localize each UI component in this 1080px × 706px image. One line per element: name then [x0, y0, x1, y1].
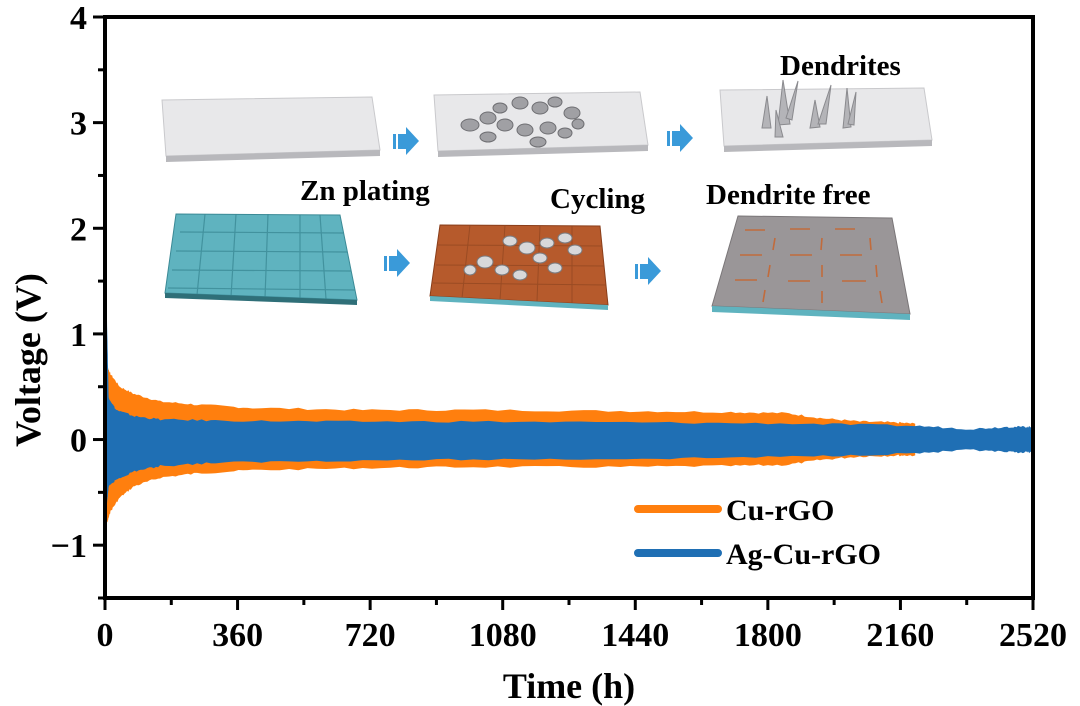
y-tick-label: 2 [70, 211, 87, 248]
x-tick-label: 1080 [469, 617, 537, 654]
y-tick-label: 4 [70, 0, 87, 37]
dendrites-label: Dendrites [780, 50, 901, 82]
y-tick-label: 1 [70, 317, 87, 354]
y-tick-label: −1 [51, 528, 87, 565]
zn-plating-label: Zn plating [300, 175, 430, 207]
x-tick-label: 360 [212, 617, 263, 654]
ticks-layer: 0 360 720 1080 1440 1800 2160 2520 −1 0 1 2 3 4 [51, 0, 1067, 654]
legend-label-ag-cu-rgo: Ag-Cu-rGO [726, 538, 881, 571]
legend: Cu-rGO Ag-Cu-rGO [634, 494, 881, 571]
arrow-right-icon [393, 127, 419, 155]
x-tick-label: 720 [345, 617, 396, 654]
zn-plated-plate-illustration [433, 91, 649, 157]
zn-plated-fabric-illustration [429, 224, 609, 310]
series-band-ag-cu-rgo [105, 310, 1033, 505]
dendrite-free-label: Dendrite free [706, 179, 871, 211]
x-tick-label: 0 [97, 617, 114, 654]
legend-label-cu-rgo: Cu-rGO [726, 494, 834, 527]
schematic-inset: Zn plating Cycling Dendrites Dendrite fr… [161, 50, 933, 320]
arrow-right-icon [384, 249, 410, 277]
dendrite-plate-illustration [719, 79, 933, 152]
x-tick-label: 1800 [734, 617, 802, 654]
y-axis-title: Voltage (V) [8, 273, 48, 447]
y-tick-label: 3 [70, 106, 87, 143]
arrow-right-icon [635, 257, 661, 285]
y-tick-label: 0 [70, 423, 87, 460]
series-layer [105, 310, 1033, 525]
x-tick-label: 2160 [866, 617, 934, 654]
arrow-right-icon [667, 124, 693, 152]
woven-fabric-illustration [164, 213, 358, 305]
arrow-icons [384, 124, 693, 285]
bare-plate-illustration [161, 96, 381, 162]
x-axis-title: Time (h) [503, 666, 635, 706]
dendrite-free-fabric-illustration [711, 215, 911, 320]
x-tick-label: 1440 [601, 617, 669, 654]
cycling-label: Cycling [550, 183, 646, 215]
x-tick-label: 2520 [999, 617, 1067, 654]
